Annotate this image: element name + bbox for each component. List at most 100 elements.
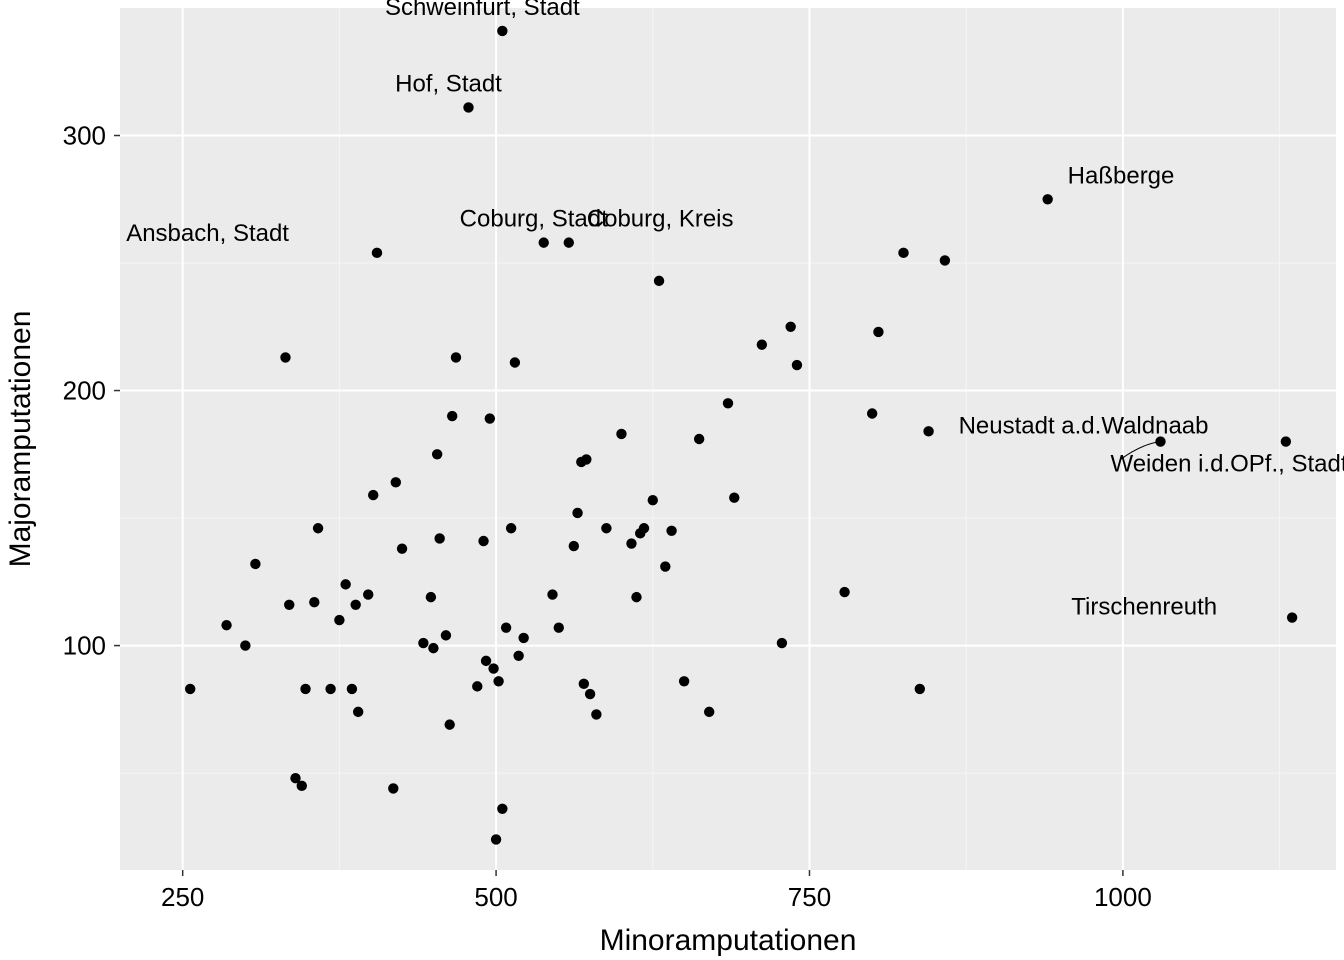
data-point xyxy=(481,656,491,666)
data-point xyxy=(447,411,457,421)
data-point xyxy=(491,834,501,844)
data-point xyxy=(547,589,557,599)
data-point xyxy=(350,600,360,610)
data-point xyxy=(250,559,260,569)
data-point xyxy=(1042,194,1052,204)
data-point xyxy=(510,357,520,367)
data-point xyxy=(616,429,626,439)
y-tick-label: 300 xyxy=(63,121,106,151)
point-label: Tirschenreuth xyxy=(1071,594,1217,621)
data-point xyxy=(564,237,574,247)
data-point xyxy=(363,589,373,599)
data-point xyxy=(666,526,676,536)
data-point xyxy=(626,538,636,548)
point-label: Hof, Stadt xyxy=(395,70,502,97)
point-label: Haßberge xyxy=(1068,162,1175,189)
data-point xyxy=(309,597,319,607)
data-point xyxy=(601,523,611,533)
data-point xyxy=(923,426,933,436)
data-point xyxy=(785,322,795,332)
scatter-chart: 250 500 750 1000 100 200 300 Minoramputationen M… xyxy=(0,0,1344,960)
data-point xyxy=(451,352,461,362)
data-point xyxy=(777,638,787,648)
data-point xyxy=(478,536,488,546)
data-point xyxy=(501,623,511,633)
data-point xyxy=(518,633,528,643)
data-point xyxy=(432,449,442,459)
data-point xyxy=(554,623,564,633)
y-tick-label: 100 xyxy=(63,631,106,661)
data-point xyxy=(585,689,595,699)
point-label: Schweinfurt, Stadt xyxy=(385,0,580,21)
data-point xyxy=(569,541,579,551)
data-point xyxy=(648,495,658,505)
data-point xyxy=(185,684,195,694)
x-tick-label: 500 xyxy=(474,882,517,912)
data-point xyxy=(639,523,649,533)
data-point xyxy=(426,592,436,602)
data-point xyxy=(372,248,382,258)
data-point xyxy=(572,508,582,518)
data-point xyxy=(488,663,498,673)
data-point xyxy=(839,587,849,597)
data-point xyxy=(221,620,231,630)
x-tick-label: 750 xyxy=(788,882,831,912)
data-point xyxy=(513,651,523,661)
data-point xyxy=(898,248,908,258)
data-point xyxy=(729,492,739,502)
data-point xyxy=(428,643,438,653)
data-point xyxy=(444,719,454,729)
data-point xyxy=(704,707,714,717)
data-point xyxy=(313,523,323,533)
chart-svg: 250 500 750 1000 100 200 300 Minoramputationen M… xyxy=(0,0,1344,960)
data-point xyxy=(284,600,294,610)
data-point xyxy=(340,579,350,589)
data-point xyxy=(506,523,516,533)
data-point xyxy=(391,477,401,487)
data-point xyxy=(757,339,767,349)
point-label: Ansbach, Stadt xyxy=(126,220,289,247)
point-label: Coburg, Kreis xyxy=(587,206,734,233)
data-point xyxy=(388,783,398,793)
data-point xyxy=(581,454,591,464)
data-point xyxy=(497,804,507,814)
data-point xyxy=(1287,612,1297,622)
data-point xyxy=(654,276,664,286)
data-point xyxy=(579,679,589,689)
x-tick-label: 1000 xyxy=(1094,882,1152,912)
data-point xyxy=(485,413,495,423)
data-point xyxy=(434,533,444,543)
data-point xyxy=(539,237,549,247)
data-point xyxy=(472,681,482,691)
x-axis-title: Minoramputationen xyxy=(600,924,857,957)
data-point xyxy=(497,26,507,36)
data-point xyxy=(334,615,344,625)
data-point xyxy=(873,327,883,337)
y-axis-title: Majoramputationen xyxy=(4,311,37,568)
point-label: Weiden i.d.OPf., Stadt xyxy=(1110,451,1344,478)
data-point xyxy=(660,561,670,571)
data-point xyxy=(694,434,704,444)
data-point xyxy=(723,398,733,408)
data-point xyxy=(325,684,335,694)
data-point xyxy=(792,360,802,370)
data-point xyxy=(240,640,250,650)
data-point xyxy=(915,684,925,694)
data-point xyxy=(347,684,357,694)
data-point xyxy=(631,592,641,602)
data-point xyxy=(940,255,950,265)
data-point xyxy=(463,102,473,112)
data-point xyxy=(679,676,689,686)
data-point xyxy=(418,638,428,648)
point-label: Neustadt a.d.Waldnaab xyxy=(959,412,1209,439)
y-tick-label: 200 xyxy=(63,376,106,406)
data-point xyxy=(353,707,363,717)
data-point xyxy=(441,630,451,640)
data-point xyxy=(493,676,503,686)
data-point xyxy=(397,543,407,553)
data-point xyxy=(591,709,601,719)
data-point xyxy=(368,490,378,500)
data-point xyxy=(280,352,290,362)
data-point xyxy=(1281,436,1291,446)
x-tick-label: 250 xyxy=(161,882,204,912)
